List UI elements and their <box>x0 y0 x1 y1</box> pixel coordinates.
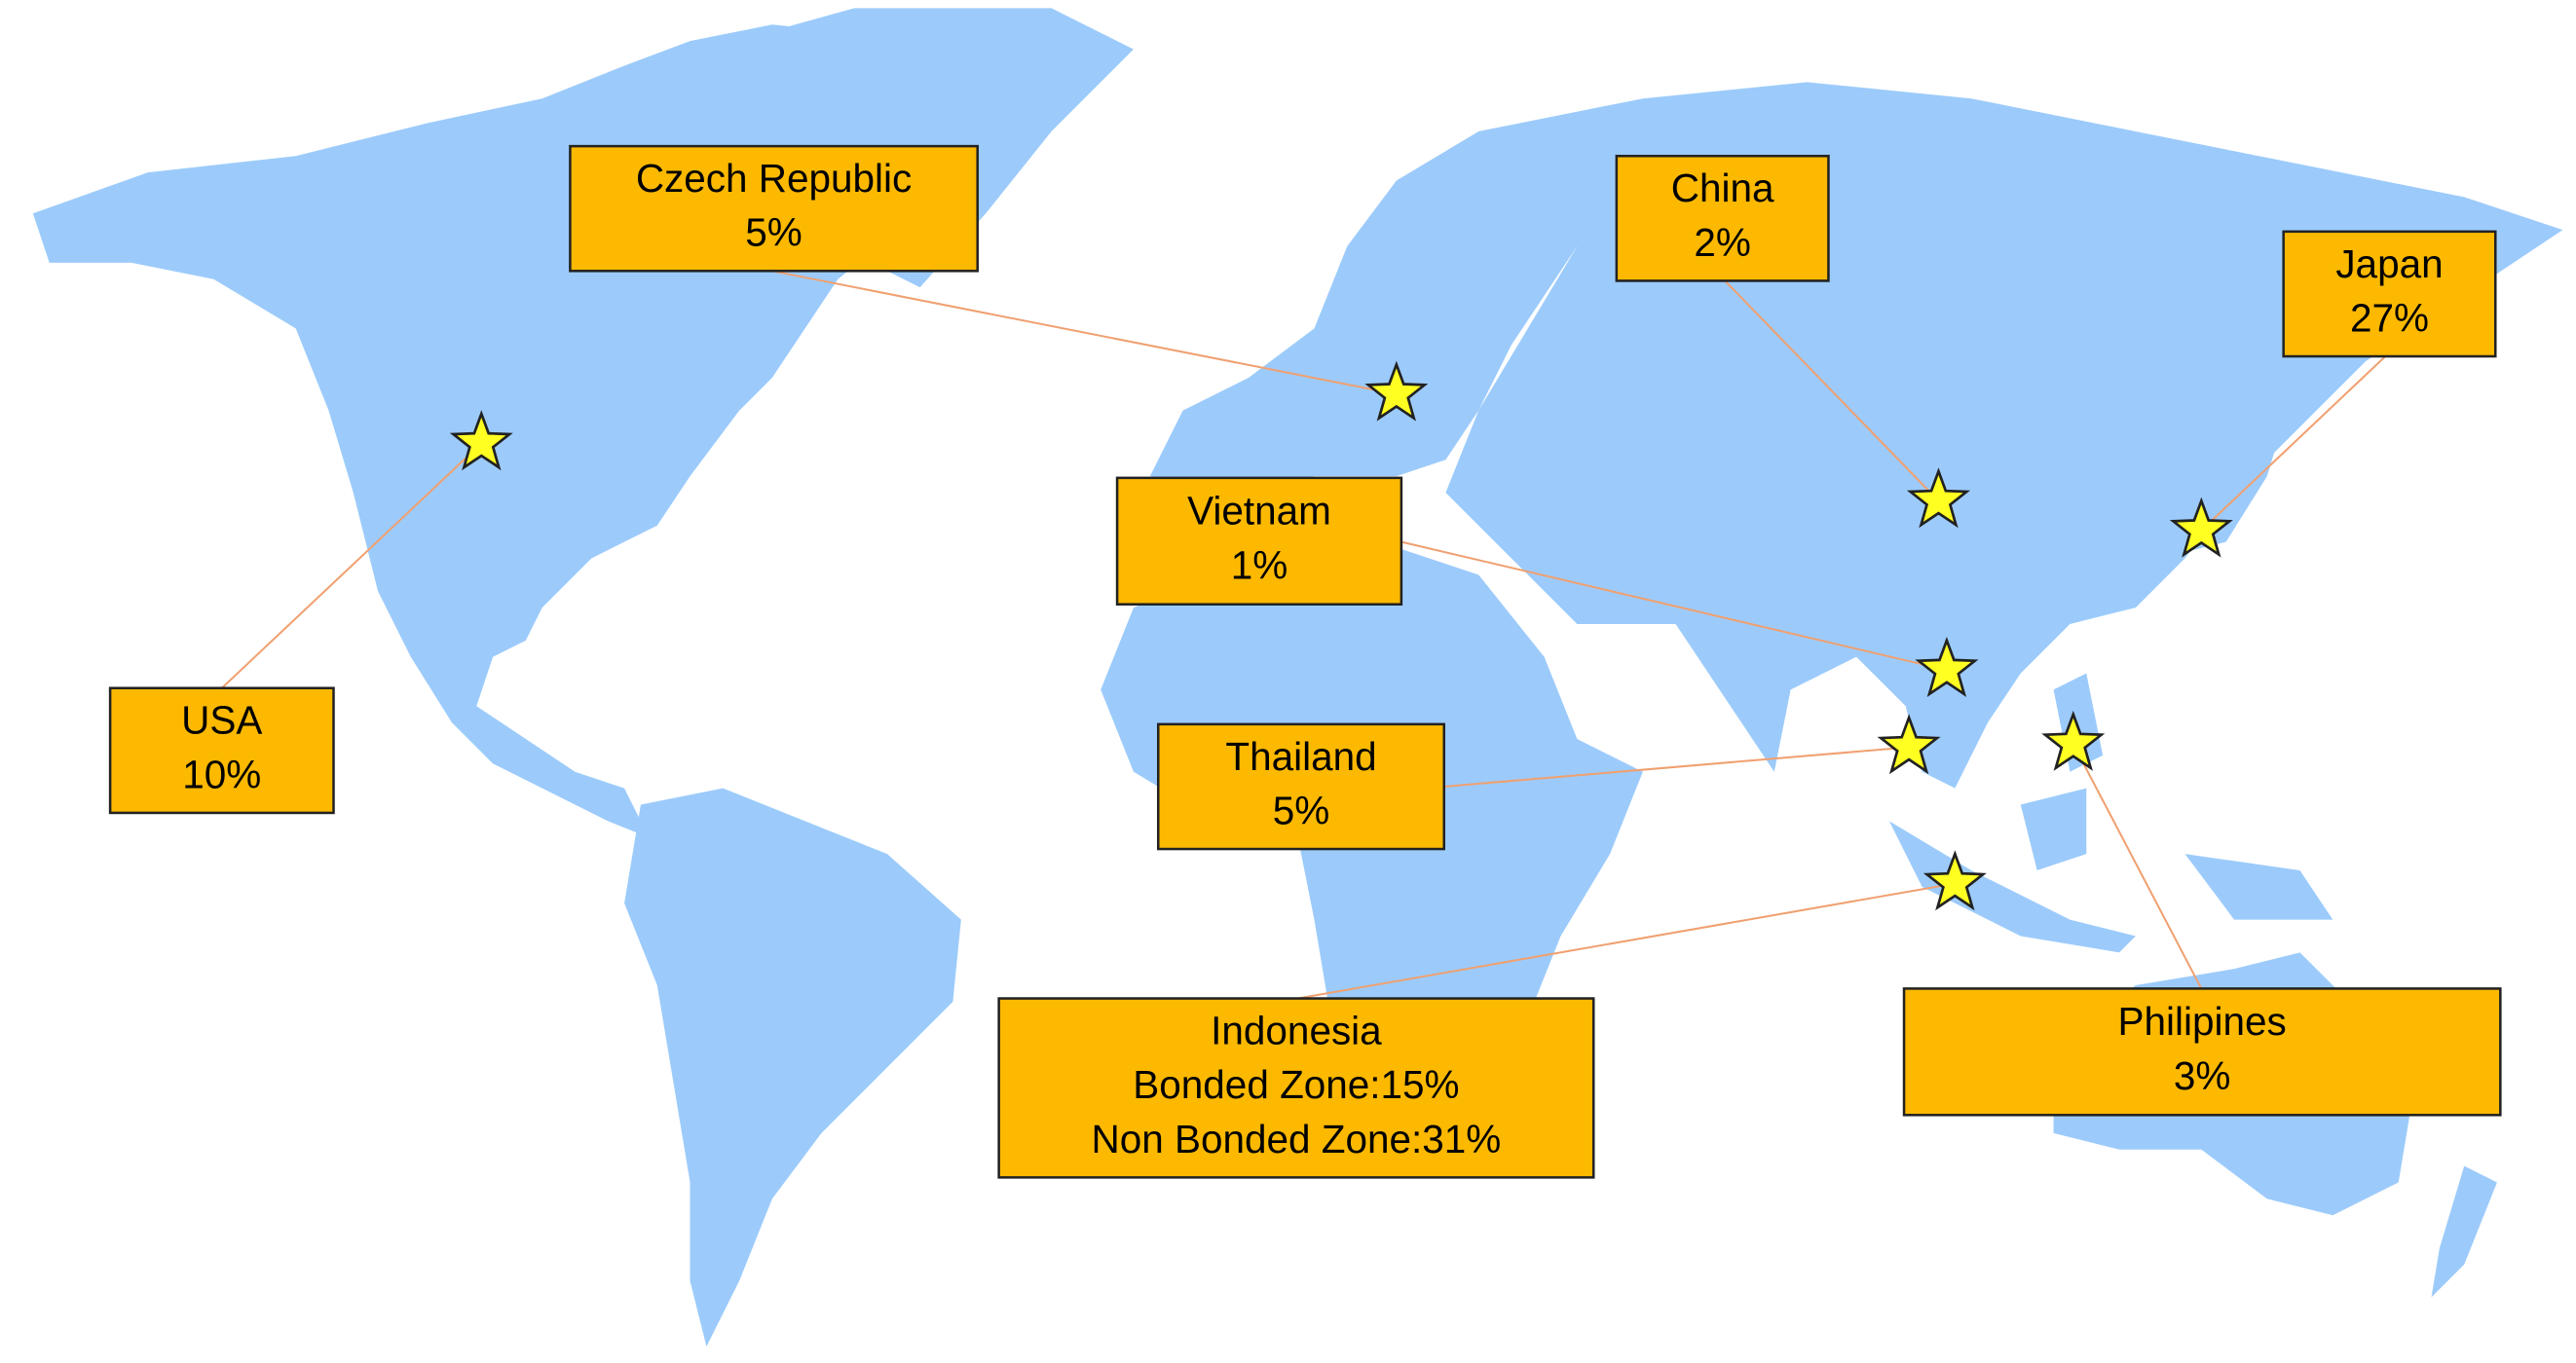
location-share: 5% <box>745 210 803 255</box>
leader-line <box>1724 279 1940 502</box>
location-share: Non Bonded Zone:31% <box>1092 1117 1502 1161</box>
location-share: 2% <box>1694 220 1751 265</box>
location-share: 3% <box>2174 1053 2231 1098</box>
location-name: Thailand <box>1225 734 1376 779</box>
label-box <box>569 144 979 273</box>
location-label: Japan 27% <box>2282 230 2497 358</box>
location-name: Indonesia <box>1211 1008 1382 1052</box>
location-name: Vietnam <box>1187 489 1331 534</box>
leader-line <box>771 270 1398 395</box>
label-box <box>1115 476 1403 606</box>
location-star <box>1906 467 1970 529</box>
location-star <box>1923 850 1987 911</box>
location-label: Czech Republic 5% <box>569 144 979 273</box>
location-name: Japan <box>2335 241 2443 286</box>
location-label: Philipines 3% <box>1902 987 2502 1117</box>
location-star <box>2041 710 2106 771</box>
location-star <box>449 410 513 471</box>
asia <box>1445 82 2563 789</box>
leader-line <box>221 442 483 689</box>
location-label: Thailand 5% <box>1156 722 1446 851</box>
label-box <box>997 997 1595 1179</box>
south-america <box>624 788 961 1347</box>
location-name: Philipines <box>2118 999 2287 1044</box>
location-name: China <box>1671 166 1774 210</box>
location-share: 1% <box>1231 542 1288 587</box>
leader-line <box>1443 746 1910 788</box>
leader-line <box>1400 540 1948 672</box>
europe <box>1149 115 1578 494</box>
label-box <box>2282 230 2497 358</box>
location-star <box>1915 636 1979 697</box>
label-box <box>1156 722 1446 851</box>
label-box <box>1615 154 1830 282</box>
new-zealand <box>2431 1165 2497 1298</box>
label-box <box>108 686 335 815</box>
leader-line <box>1297 882 1956 1000</box>
label-box <box>1902 987 2502 1117</box>
leader-line <box>2072 743 2203 989</box>
location-label: Vietnam 1% <box>1115 476 1403 606</box>
location-share: 27% <box>2350 295 2429 340</box>
location-label: USA 10% <box>108 686 335 815</box>
islands <box>1888 673 2333 953</box>
overlay: Czech Republic 5% China 2% Japan 27% USA 10% Vie… <box>108 144 2502 1179</box>
location-share: 5% <box>1273 788 1330 832</box>
leader-line <box>2200 355 2386 532</box>
japan <box>2192 345 2293 551</box>
location-star <box>2169 497 2233 558</box>
location-star <box>1364 360 1429 422</box>
location-share: Bonded Zone:15% <box>1133 1062 1459 1107</box>
location-share: 10% <box>182 752 261 796</box>
location-star <box>1877 714 1941 775</box>
location-name: USA <box>181 698 262 743</box>
location-label: Indonesia Bonded Zone:15% Non Bonded Zone:… <box>997 997 1595 1179</box>
location-name: Czech Republic <box>636 156 912 201</box>
location-label: China 2% <box>1615 154 1830 282</box>
